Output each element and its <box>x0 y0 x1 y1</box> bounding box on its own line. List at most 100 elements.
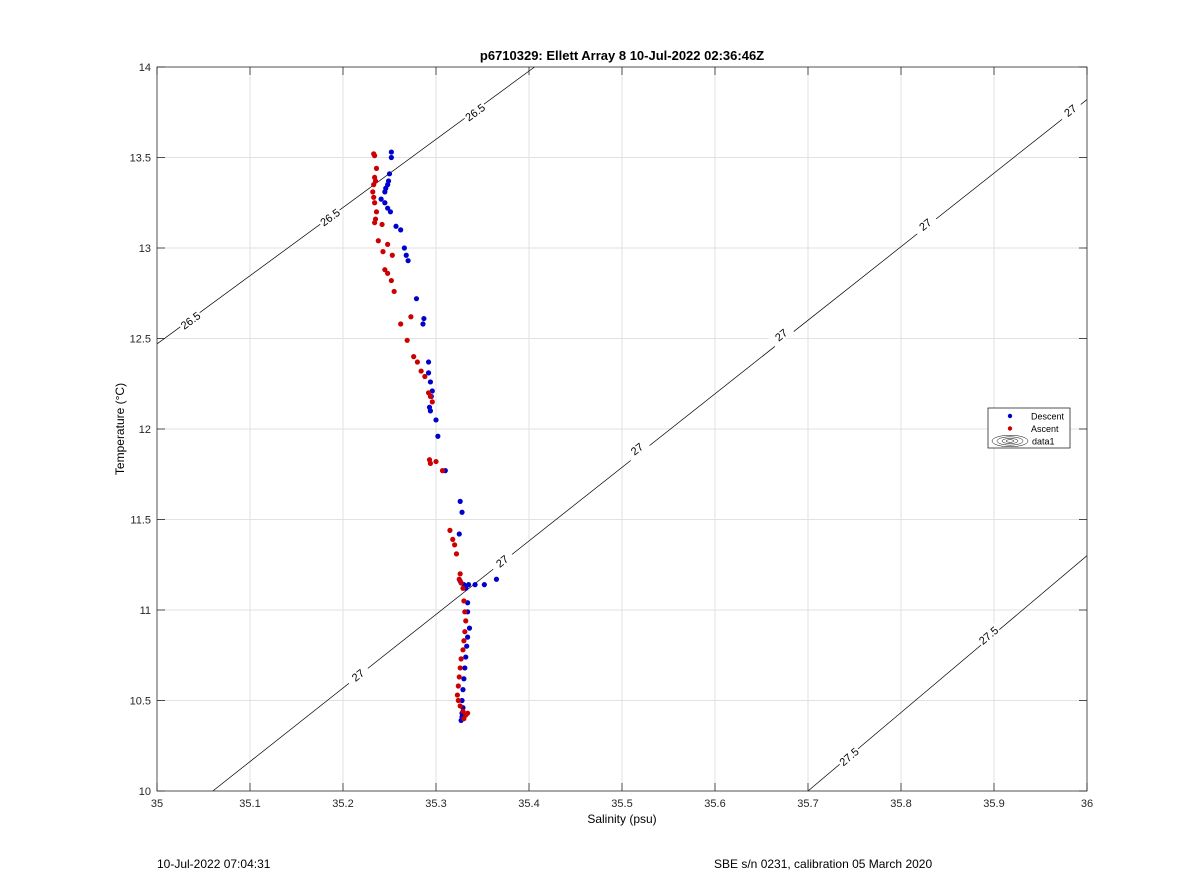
descent-point <box>386 171 393 177</box>
ascent-point <box>456 674 462 680</box>
legend: Descent Ascent data1 <box>987 407 1071 449</box>
ascent-point <box>452 542 458 548</box>
ascent-point <box>461 716 467 722</box>
descent-point <box>459 509 465 515</box>
ascent-point <box>380 249 386 255</box>
ascent-point <box>389 252 395 258</box>
descent-point <box>462 665 468 671</box>
legend-contour-icon <box>991 434 1029 448</box>
descent-point <box>463 654 469 660</box>
ascent-point <box>371 182 377 188</box>
descent-point <box>420 321 426 327</box>
ascent-point <box>458 656 464 662</box>
y-tick-label: 10 <box>139 786 151 798</box>
contour-label-bg <box>487 547 516 574</box>
x-tick-label: 35.1 <box>239 798 260 810</box>
ascent-point <box>385 241 391 247</box>
ascent-point <box>371 194 377 200</box>
descent-point <box>421 315 427 322</box>
contour-label: 27 <box>773 327 790 344</box>
descent-point <box>413 296 420 302</box>
ascent-point <box>453 551 460 557</box>
ascent-point <box>414 359 420 365</box>
ascent-point <box>398 321 404 327</box>
ascent-point <box>391 288 397 295</box>
contour-label-bg <box>974 621 1002 648</box>
contour-label: 27 <box>629 441 646 458</box>
ascent-point <box>458 580 464 586</box>
ascent-point <box>461 638 467 644</box>
grid-layer <box>157 67 1087 791</box>
contour-label-bg <box>176 306 204 333</box>
descent-point <box>460 687 466 693</box>
ascent-point <box>457 571 463 577</box>
ascent-point <box>370 189 376 195</box>
descent-point <box>387 209 394 215</box>
x-tick-label: 35.4 <box>518 798 539 810</box>
y-axis-label: Temperature (°C) <box>113 383 127 475</box>
descent-point <box>382 189 388 195</box>
descent-point <box>493 576 500 582</box>
ascent-point <box>373 165 380 171</box>
legend-box <box>987 407 1071 449</box>
contour-label: 27 <box>917 217 934 234</box>
x-tick-label: 35.3 <box>425 798 446 810</box>
ascent-point <box>372 220 378 226</box>
x-tick-label: 35.2 <box>332 798 353 810</box>
legend-contour-icon <box>1005 439 1015 443</box>
ascent-point <box>404 337 410 343</box>
y-tick-label: 11.5 <box>130 515 151 527</box>
x-tick-label: 35.6 <box>704 798 725 810</box>
descent-point <box>401 245 407 251</box>
ascent-point <box>455 683 461 689</box>
contour-label-bg <box>315 203 344 230</box>
legend-label-descent: Descent <box>1031 412 1065 422</box>
ascent-point <box>447 527 453 533</box>
ascent-point <box>462 609 468 615</box>
descent-point <box>425 370 432 376</box>
ascent-point <box>373 209 380 215</box>
ascent-point <box>439 468 446 474</box>
legend-label-ascent: Ascent <box>1031 424 1059 434</box>
ascent-point <box>418 368 424 374</box>
contour-label-bg <box>622 435 651 462</box>
ascent-point <box>457 703 463 709</box>
contour-label-bg <box>834 742 862 769</box>
descent-point <box>388 149 394 155</box>
descent-point <box>465 634 471 640</box>
descent-point <box>425 359 432 365</box>
ascent-point <box>455 697 461 704</box>
descent-point <box>435 433 441 439</box>
descent-point <box>427 408 434 414</box>
ascent-point <box>382 267 388 273</box>
descent-point <box>433 417 439 423</box>
legend-label-data1: data1 <box>1032 437 1055 447</box>
series-descent <box>378 149 500 724</box>
ascent-point <box>422 373 428 380</box>
y-tick-label: 10.5 <box>130 696 151 708</box>
y-tick-label: 12.5 <box>130 334 151 346</box>
ascent-point <box>463 618 469 624</box>
x-tick-label: 35.7 <box>797 798 818 810</box>
descent-point <box>457 498 463 504</box>
legend-marker-ascent <box>1007 426 1013 431</box>
legend-contour-icon <box>1001 438 1019 444</box>
x-tick-label: 35.5 <box>611 798 632 810</box>
ascent-point <box>375 238 381 244</box>
x-tick-label: 35 <box>151 798 163 810</box>
ascent-point <box>460 585 466 591</box>
descent-point <box>461 676 467 682</box>
descent-point <box>472 582 478 588</box>
descent-point <box>459 697 465 704</box>
ascent-point <box>460 647 466 653</box>
ascent-point <box>454 692 460 698</box>
ascent-point <box>429 399 435 405</box>
ascent-point <box>372 200 378 206</box>
ascent-point <box>379 221 385 228</box>
ascent-point <box>461 598 467 604</box>
descent-point <box>388 154 394 161</box>
x-tick-label: 35.9 <box>983 798 1004 810</box>
descent-point <box>427 379 434 385</box>
